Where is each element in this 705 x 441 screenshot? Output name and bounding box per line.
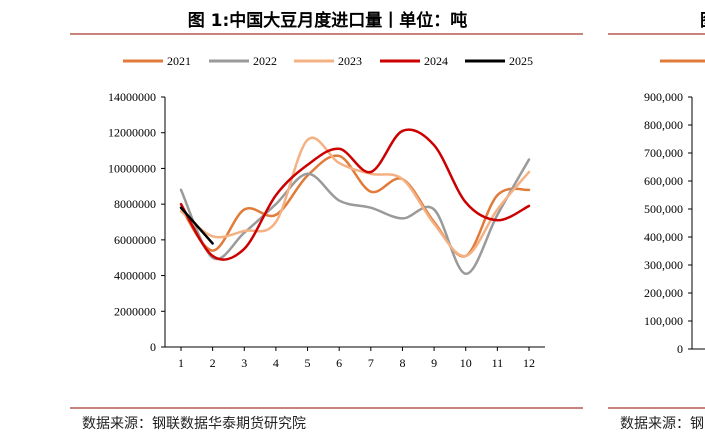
x-tick-label: 1 xyxy=(178,356,184,370)
legend-label-2024: 2024 xyxy=(424,54,448,68)
right-title-rule xyxy=(608,33,705,35)
series-line-2023 xyxy=(179,136,531,258)
legend-label-2022: 2022 xyxy=(253,54,277,68)
y-tick-label: 6000000 xyxy=(114,233,156,247)
x-tick-label: 9 xyxy=(431,356,437,370)
right-y-tick-label: 900,000 xyxy=(644,90,683,104)
right-line-chart: 0 100,000 200,000 300,000 400,000 500,000 600,… xyxy=(644,59,705,356)
source-rule xyxy=(70,407,583,409)
y-tick-label: 0 xyxy=(150,340,156,354)
left-chart-panel: 图 1:中国大豆月度进口量丨单位：吨 0 2000000 4000000 600000… xyxy=(70,11,583,432)
right-y-tick-label: 0 xyxy=(677,342,683,356)
title-rule xyxy=(70,33,583,35)
legend-label-2021: 2021 xyxy=(167,54,191,68)
right-y-tick-label: 200,000 xyxy=(644,286,683,300)
x-tick-label: 2 xyxy=(210,356,216,370)
source-note: 数据来源：钢联数据华泰期货研究院 xyxy=(82,416,306,432)
series-line-2024 xyxy=(179,128,531,261)
right-y-tick-label: 800,000 xyxy=(644,118,683,132)
y-tick-label: 2000000 xyxy=(114,304,156,318)
right-chart-title: 图 xyxy=(700,6,705,31)
x-tick-label: 12 xyxy=(523,356,535,370)
x-tick-label: 7 xyxy=(368,356,374,370)
y-tick-label: 14000000 xyxy=(108,90,156,104)
right-y-tick-label: 600,000 xyxy=(644,174,683,188)
x-tick-label: 6 xyxy=(336,356,342,370)
right-y-tick-label: 100,000 xyxy=(644,314,683,328)
x-tick-label: 3 xyxy=(241,356,247,370)
line-chart: 0200000040000006000000800000010000000120… xyxy=(108,54,545,370)
right-chart-panel: 图 0 100,000 200,000 300,000 400,000 500,000 60… xyxy=(600,0,705,441)
series-line-2022 xyxy=(179,158,531,276)
series-line-2021 xyxy=(179,154,531,258)
y-tick-label: 12000000 xyxy=(108,126,156,140)
x-tick-label: 5 xyxy=(305,356,311,370)
right-y-tick-label: 500,000 xyxy=(644,202,683,216)
y-tick-label: 8000000 xyxy=(114,197,156,211)
x-tick-label: 8 xyxy=(399,356,405,370)
x-tick-label: 10 xyxy=(460,356,472,370)
right-y-tick-label: 700,000 xyxy=(644,146,683,160)
right-y-tick-label: 300,000 xyxy=(644,258,683,272)
right-source-rule xyxy=(608,407,705,409)
x-tick-label: 4 xyxy=(273,356,279,370)
right-source-note: 数据来源：钢 xyxy=(620,416,704,432)
chart-title: 图 1:中国大豆月度进口量丨单位：吨 xyxy=(187,11,468,31)
legend-label-2025: 2025 xyxy=(509,54,533,68)
y-tick-label: 4000000 xyxy=(114,269,156,283)
y-tick-label: 10000000 xyxy=(108,161,156,175)
series-line-2025 xyxy=(179,206,214,245)
x-tick-label: 11 xyxy=(492,356,504,370)
right-y-tick-label: 400,000 xyxy=(644,230,683,244)
legend-label-2023: 2023 xyxy=(338,54,362,68)
